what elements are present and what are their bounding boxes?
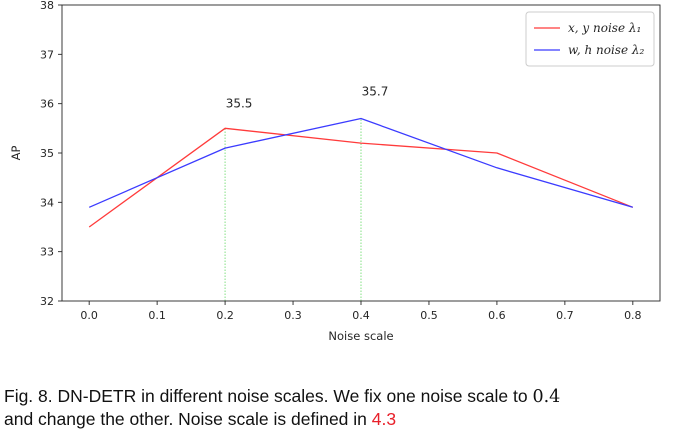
caption-line-1: Fig. 8. DN-DETR in different noise scale… (4, 385, 692, 408)
y-tick-label: 32 (40, 295, 54, 308)
y-axis-label: AP (9, 146, 23, 161)
x-tick-label: 0.6 (488, 309, 506, 322)
legend-label-0: x, y noise λ₁ (568, 21, 641, 35)
caption-math-value: 0.4 (532, 387, 561, 407)
noise-scale-line-chart: 0.0 0.1 0.2 0.3 0.4 0.5 0.6 0.7 0.8 32 33 34 35 36 37… (9, 0, 661, 343)
legend-box (525, 11, 655, 67)
y-tick-label: 35 (40, 147, 54, 160)
x-tick-label: 0.0 (80, 309, 98, 322)
caption-line-2: and change the other. Noise scale is def… (4, 408, 692, 430)
y-tick-label: 36 (40, 98, 54, 111)
x-tick-label: 0.1 (148, 309, 166, 322)
x-tick-label: 0.3 (284, 309, 302, 322)
caption-text-1: Fig. 8. DN-DETR in different noise scale… (4, 386, 533, 406)
value-annotation-0: 35.5 (226, 97, 253, 111)
x-tick-label: 0.2 (216, 309, 234, 322)
x-tick-label: 0.7 (556, 309, 574, 322)
y-axis-ticks: 32 33 34 35 36 37 38 (40, 0, 62, 308)
value-annotation-1: 35.7 (362, 84, 389, 98)
section-reference-link[interactable]: 4.3 (371, 409, 397, 429)
y-tick-label: 33 (40, 246, 54, 259)
vertical-guide-lines (224, 118, 362, 301)
y-tick-label: 37 (40, 48, 54, 61)
legend-label-1: w, h noise λ₂ (568, 43, 644, 57)
figure-caption: Fig. 8. DN-DETR in different noise scale… (4, 385, 692, 430)
x-tick-label: 0.5 (420, 309, 438, 322)
series-lines (88, 117, 634, 228)
series-line-0 (88, 127, 634, 228)
x-tick-label: 0.8 (624, 309, 642, 322)
x-axis-ticks: 0.0 0.1 0.2 0.3 0.4 0.5 0.6 0.7 0.8 (80, 301, 642, 322)
y-tick-label: 34 (40, 196, 54, 209)
x-axis-label: Noise scale (328, 329, 393, 343)
value-annotations: 35.5 35.7 (226, 84, 389, 110)
caption-text-2: and change the other. Noise scale is def… (4, 409, 372, 429)
y-tick-label: 38 (40, 0, 54, 12)
legend: x, y noise λ₁ w, h noise λ₂ (525, 11, 655, 67)
series-line-1 (88, 117, 633, 208)
x-tick-label: 0.4 (352, 309, 370, 322)
